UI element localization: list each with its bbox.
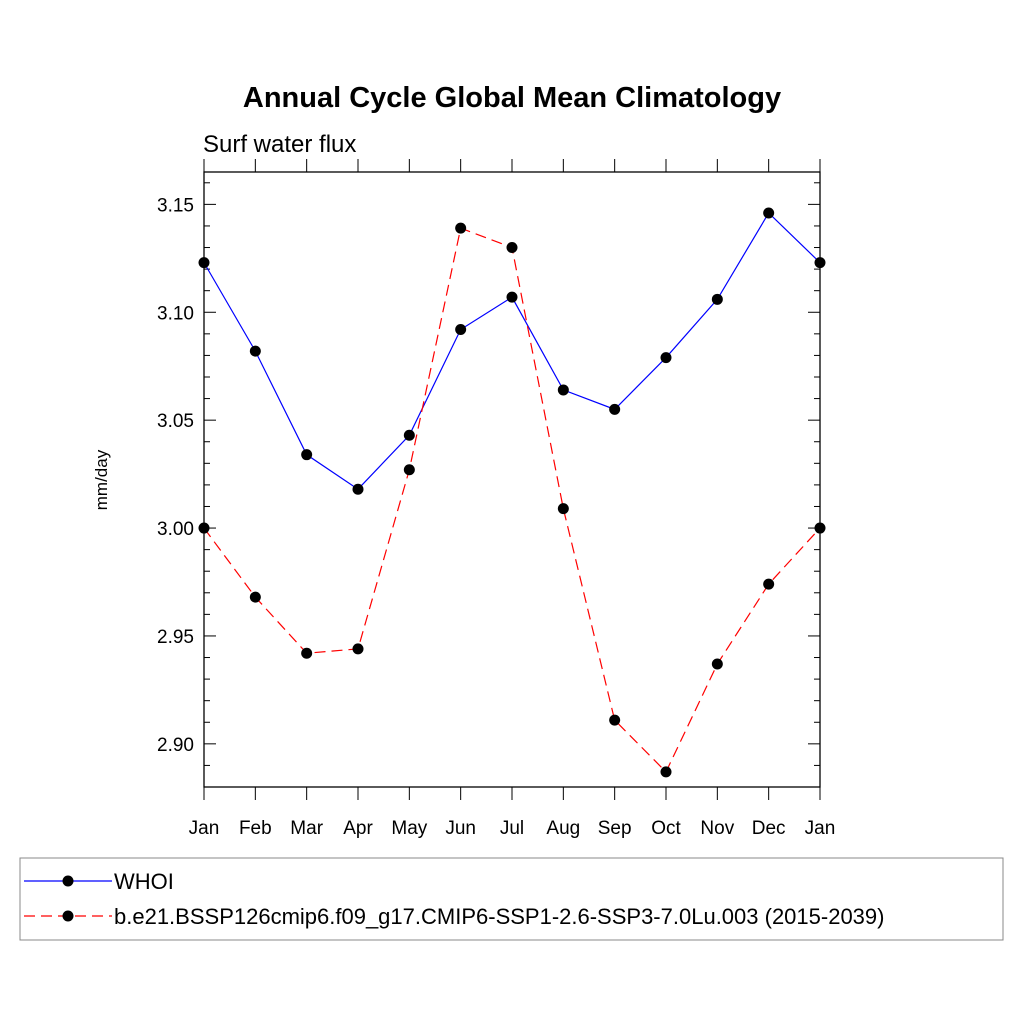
data-point: [711, 293, 723, 305]
legend-marker: [62, 875, 74, 887]
x-tick-label: Feb: [239, 818, 272, 839]
x-tick-label: Nov: [700, 818, 734, 839]
y-tick-label: 2.90: [157, 735, 194, 756]
legend-marker: [62, 910, 74, 922]
data-point: [455, 222, 467, 234]
data-point: [660, 766, 672, 778]
y-tick-label: 3.10: [157, 303, 194, 324]
data-point: [198, 257, 210, 269]
data-point: [455, 324, 467, 336]
series-layer: [198, 207, 826, 778]
data-point: [403, 464, 415, 476]
data-point: [506, 242, 518, 254]
x-tick-label: Sep: [598, 818, 632, 839]
x-tick-label: Mar: [290, 818, 323, 839]
legend-entry-2: b.e21.BSSP126cmip6.f09_g17.CMIP6-SSP1-2.…: [24, 904, 884, 929]
chart-title: Annual Cycle Global Mean Climatology: [243, 82, 781, 114]
x-tick-label: Jan: [805, 818, 836, 839]
y-tick-label: 2.95: [157, 627, 194, 648]
series-1: [198, 207, 826, 495]
x-tick-label: Jul: [500, 818, 524, 839]
y-tick-label: 3.15: [157, 195, 194, 216]
data-point: [814, 257, 826, 269]
data-point: [198, 522, 210, 534]
y-axis-label: mm/day: [92, 449, 111, 510]
series-2: [198, 222, 826, 778]
data-point: [609, 403, 621, 415]
x-axis-ticks: Jan Feb Mar Apr May Jun Jul Aug Sep Oct Nov Dec Jan: [189, 159, 836, 839]
chart-subtitle: Surf water flux: [203, 131, 356, 158]
legend-label: WHOI: [114, 869, 174, 894]
data-point: [249, 591, 261, 603]
x-tick-label: Dec: [752, 818, 786, 839]
data-point: [557, 384, 569, 396]
data-point: [660, 352, 672, 364]
y-axis-ticks: 3.15 3.10 3.05 3.00 2.95 2.90: [157, 182, 820, 788]
x-tick-label: Jan: [189, 818, 220, 839]
data-point: [352, 483, 364, 495]
legend-entry-1: WHOI: [24, 869, 174, 894]
data-point: [301, 449, 313, 461]
data-point: [763, 207, 775, 219]
x-tick-label: May: [391, 818, 427, 839]
series-line: [203, 212, 821, 490]
data-point: [711, 658, 723, 670]
data-point: [814, 522, 826, 534]
x-tick-label: Jun: [445, 818, 476, 839]
series-line: [203, 227, 821, 773]
data-point: [403, 429, 415, 441]
data-point: [506, 291, 518, 303]
data-point: [557, 503, 569, 515]
data-point: [609, 714, 621, 726]
x-tick-label: Aug: [546, 818, 580, 839]
data-point: [301, 647, 313, 659]
y-tick-label: 3.05: [157, 411, 194, 432]
data-point: [352, 643, 364, 655]
legend-box: [19, 857, 1004, 941]
legend: WHOI b.e21.BSSP126cmip6.f09_g17.CMIP6-SSP…: [19, 857, 1004, 941]
legend-label: b.e21.BSSP126cmip6.f09_g17.CMIP6-SSP1-2.…: [114, 904, 884, 929]
plot-border: [203, 171, 821, 788]
data-point: [763, 578, 775, 590]
plot-frame: [203, 171, 821, 788]
data-point: [249, 345, 261, 357]
y-tick-label: 3.00: [157, 519, 194, 540]
x-tick-label: Oct: [651, 818, 681, 839]
x-tick-label: Apr: [343, 818, 373, 839]
